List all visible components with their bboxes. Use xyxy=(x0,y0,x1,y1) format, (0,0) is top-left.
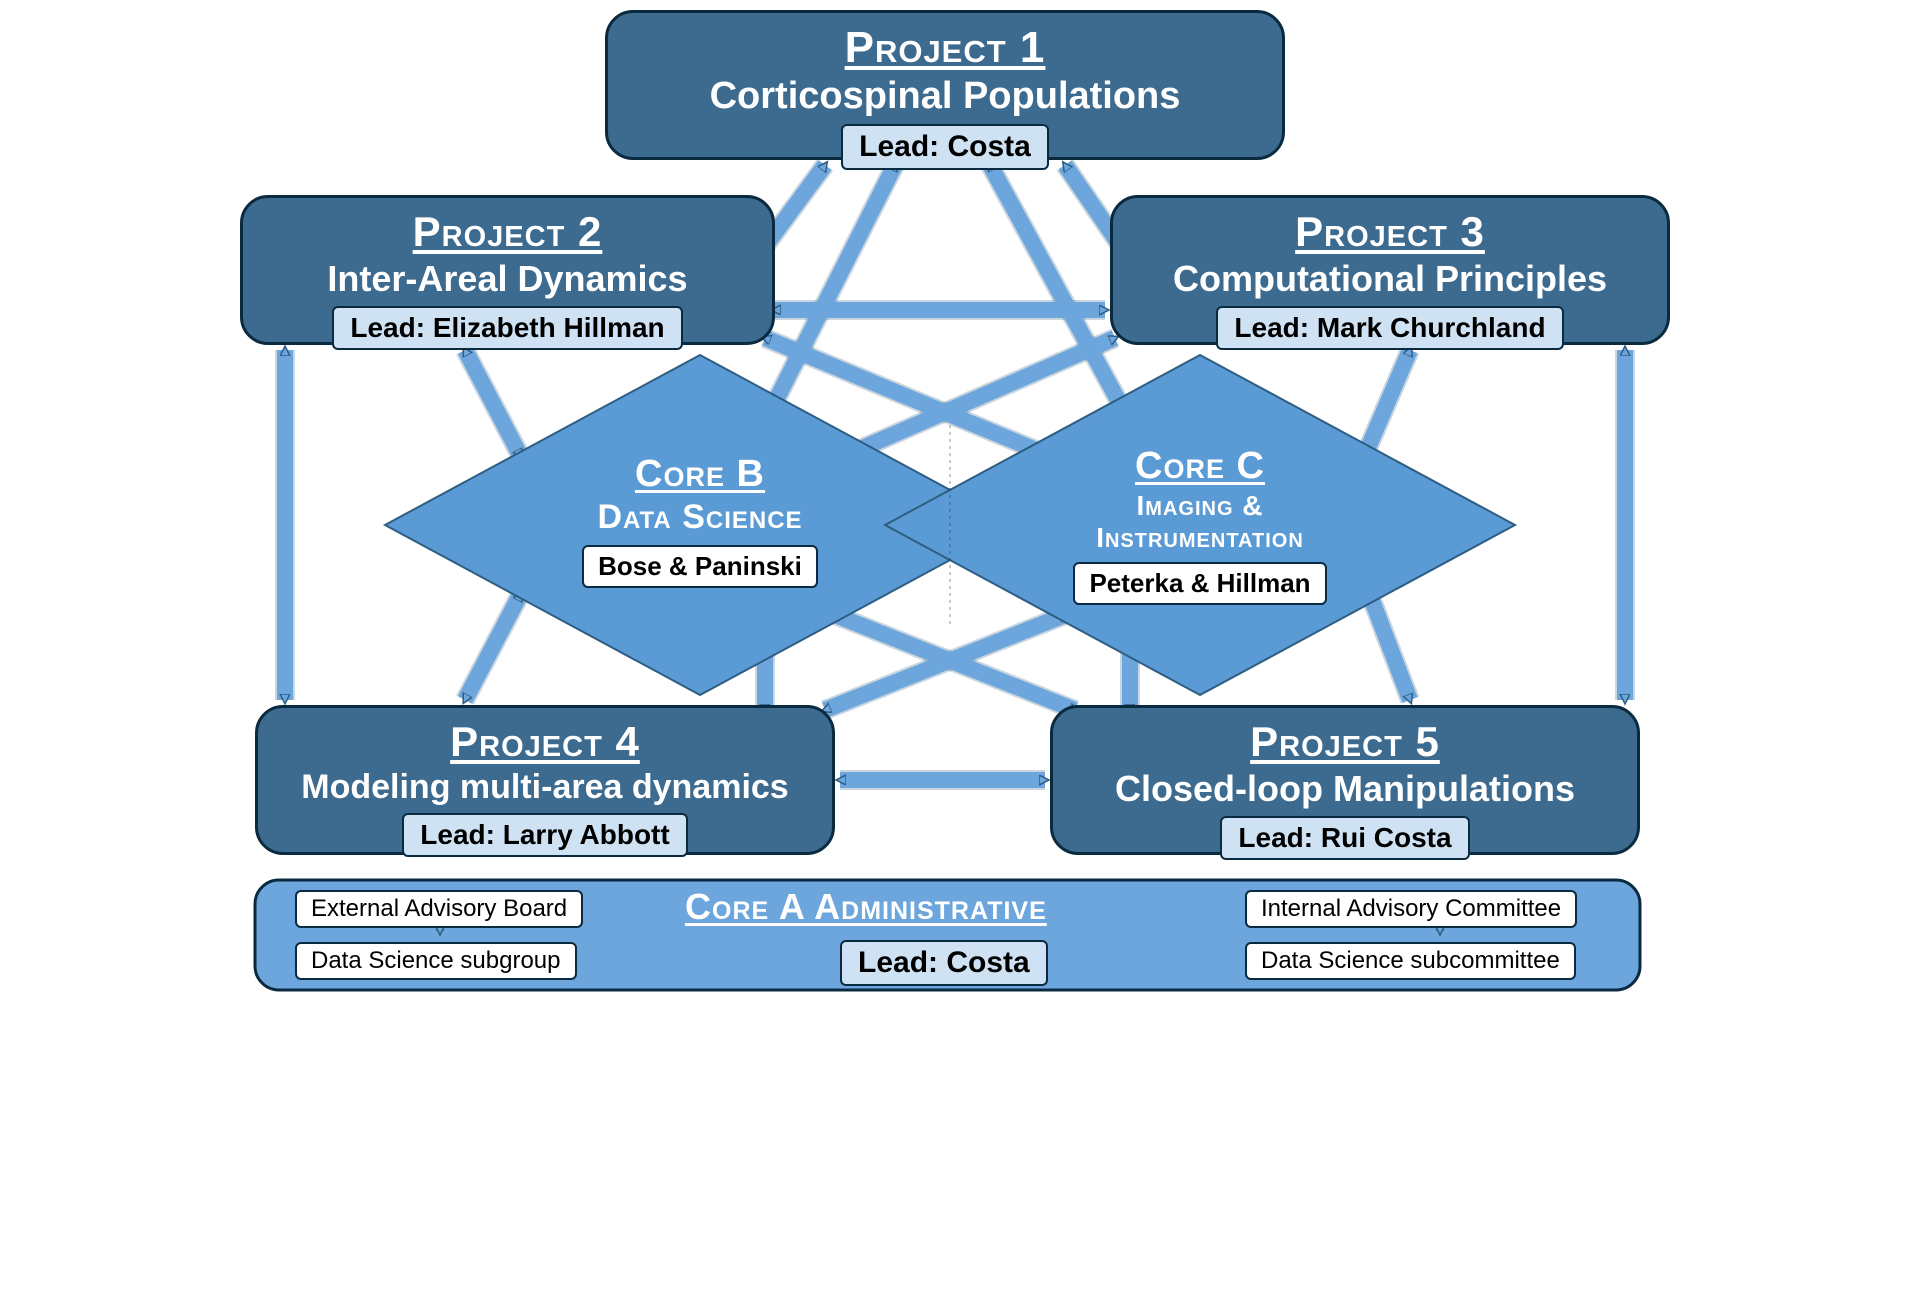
core-b-title: Core B xyxy=(530,453,870,496)
core-c-title: Core C xyxy=(1030,445,1370,488)
project-3-lead: Lead: Mark Churchland xyxy=(1216,306,1563,350)
project-5-box: Project 5 Closed-loop Manipulations Lead… xyxy=(1050,705,1640,855)
project-1-lead: Lead: Costa xyxy=(841,124,1049,170)
project-4-box: Project 4 Modeling multi-area dynamics L… xyxy=(255,705,835,855)
project-5-title: Project 5 xyxy=(1063,718,1627,766)
data-science-subgroup: Data Science subgroup xyxy=(295,942,577,980)
external-advisory-board: External Advisory Board xyxy=(295,890,583,928)
project-1-title: Project 1 xyxy=(618,23,1272,73)
project-3-title: Project 3 xyxy=(1123,208,1657,256)
core-b-subtitle: Data Science xyxy=(530,498,870,537)
core-c-subtitle: Imaging &Instrumentation xyxy=(1030,490,1370,554)
project-2-title: Project 2 xyxy=(253,208,762,256)
internal-advisory-committee: Internal Advisory Committee xyxy=(1245,890,1577,928)
project-3-subtitle: Computational Principles xyxy=(1123,258,1657,300)
project-1-box: Project 1 Corticospinal Populations Lead… xyxy=(605,10,1285,160)
project-1-subtitle: Corticospinal Populations xyxy=(618,75,1272,118)
project-5-subtitle: Closed-loop Manipulations xyxy=(1063,768,1627,810)
project-2-box: Project 2 Inter-Areal Dynamics Lead: Eli… xyxy=(240,195,775,345)
project-4-subtitle: Modeling multi-area dynamics xyxy=(268,768,822,807)
core-b: Core B Data Science Bose & Paninski xyxy=(530,453,870,588)
core-a-title: Core A Administrative xyxy=(685,886,1047,928)
core-c-people: Peterka & Hillman xyxy=(1073,562,1326,605)
data-science-subcommittee: Data Science subcommittee xyxy=(1245,942,1576,980)
project-2-subtitle: Inter-Areal Dynamics xyxy=(253,258,762,300)
core-a-lead: Lead: Costa xyxy=(840,940,1048,986)
project-4-lead: Lead: Larry Abbott xyxy=(402,813,687,857)
core-b-people: Bose & Paninski xyxy=(582,545,818,588)
project-2-lead: Lead: Elizabeth Hillman xyxy=(332,306,682,350)
project-3-box: Project 3 Computational Principles Lead:… xyxy=(1110,195,1670,345)
project-4-title: Project 4 xyxy=(268,718,822,766)
project-5-lead: Lead: Rui Costa xyxy=(1220,816,1469,860)
core-c: Core C Imaging &Instrumentation Peterka … xyxy=(1030,445,1370,605)
